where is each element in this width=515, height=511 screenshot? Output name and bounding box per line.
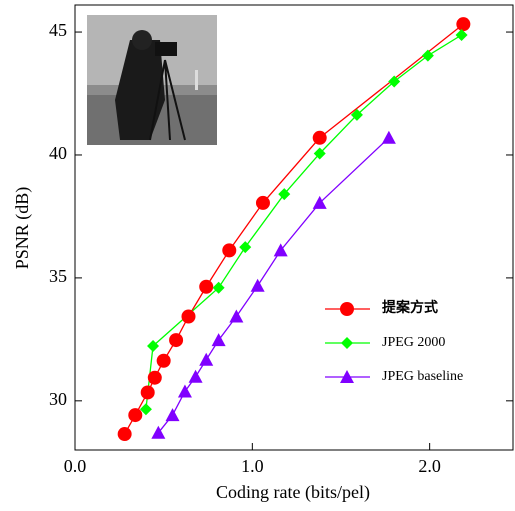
marker [147, 340, 160, 353]
marker [128, 408, 143, 423]
x-tick-label: 2.0 [418, 456, 441, 476]
legend-label: JPEG 2000 [382, 335, 445, 350]
y-tick-label: 35 [49, 266, 67, 286]
marker [350, 108, 363, 121]
marker [340, 302, 354, 316]
marker [229, 309, 244, 323]
marker [169, 333, 184, 348]
marker [151, 425, 166, 439]
marker [212, 281, 225, 294]
legend-label: 提案方式 [382, 299, 438, 316]
x-tick-label: 1.0 [241, 456, 264, 476]
y-tick-label: 30 [49, 389, 67, 409]
marker [313, 147, 326, 160]
marker [239, 241, 252, 254]
marker [188, 369, 203, 383]
marker [177, 384, 192, 398]
legend-label: JPEG baseline [382, 369, 463, 384]
series-line [157, 137, 390, 434]
marker [456, 17, 471, 32]
marker [381, 130, 396, 144]
marker [199, 352, 214, 366]
marker [222, 243, 237, 258]
marker [181, 309, 196, 324]
y-tick-label: 40 [49, 143, 67, 163]
marker [421, 49, 434, 62]
legend: 提案方式 JPEG 2000 JPEG baseline [325, 299, 463, 384]
marker [455, 28, 468, 41]
marker [273, 243, 288, 257]
marker [340, 370, 354, 383]
marker [165, 408, 180, 422]
marker [255, 195, 270, 210]
marker [312, 130, 327, 145]
marker [211, 333, 226, 347]
marker [250, 278, 265, 292]
marker [199, 279, 214, 294]
marker [140, 385, 155, 400]
inset-image [87, 15, 217, 145]
y-tick-label: 45 [49, 20, 67, 40]
marker [139, 403, 152, 416]
plot-frame [74, 4, 514, 451]
y-axis-title: PSNR (dB) [12, 187, 33, 270]
marker [147, 370, 162, 385]
marker [312, 195, 327, 209]
x-tick-label: 0.0 [64, 456, 87, 476]
marker [341, 337, 353, 349]
marker [156, 353, 171, 368]
marker [388, 75, 401, 88]
marker [117, 427, 132, 442]
x-axis-title: Coding rate (bits/pel) [216, 482, 370, 503]
marker [278, 188, 291, 201]
